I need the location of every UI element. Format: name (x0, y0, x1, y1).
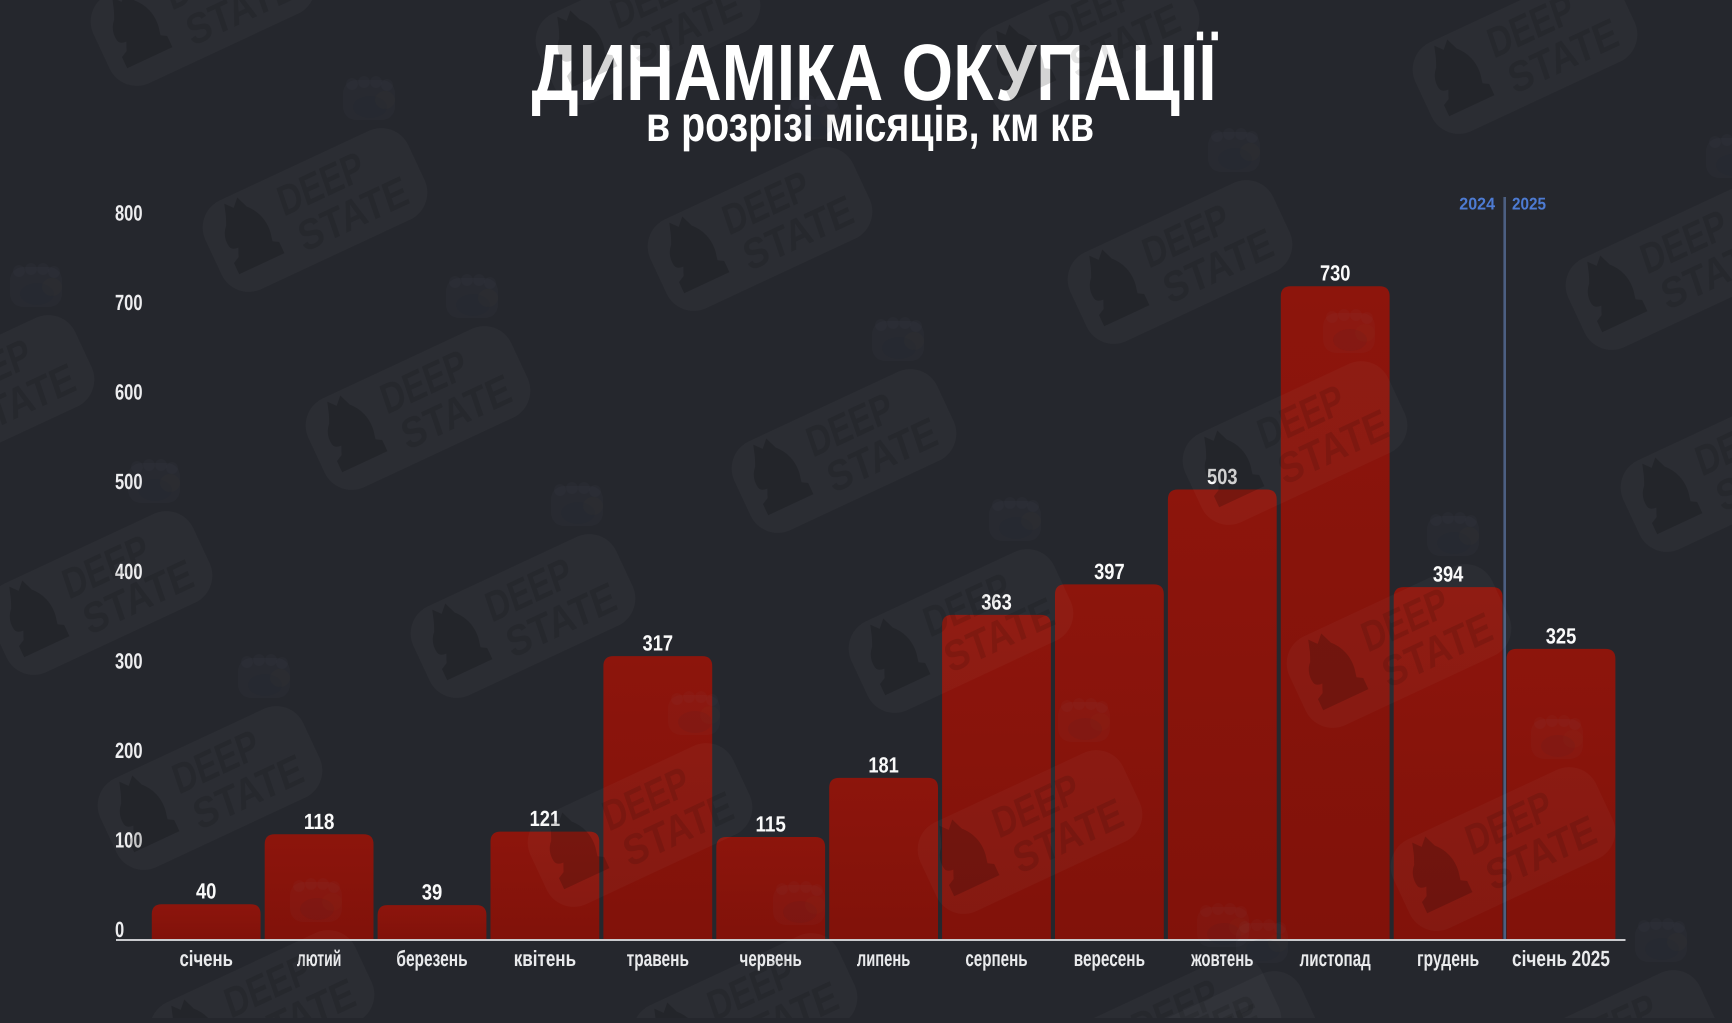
svg-text:травень: травень (627, 946, 689, 971)
svg-text:2024: 2024 (1459, 195, 1495, 214)
svg-text:300: 300 (115, 648, 143, 673)
svg-text:115: 115 (755, 812, 786, 837)
svg-text:317: 317 (643, 631, 674, 656)
svg-text:березень: березень (396, 946, 467, 971)
svg-text:вересень: вересень (1074, 946, 1145, 971)
svg-text:397: 397 (1094, 559, 1125, 584)
svg-text:грудень: грудень (1417, 946, 1479, 971)
svg-text:118: 118 (304, 809, 335, 834)
svg-text:200: 200 (115, 738, 143, 763)
svg-text:квітень: квітень (514, 946, 576, 971)
svg-text:липень: липень (857, 946, 910, 971)
svg-text:0: 0 (115, 917, 124, 942)
svg-text:730: 730 (1320, 261, 1351, 286)
svg-text:39: 39 (422, 880, 443, 905)
svg-text:800: 800 (115, 201, 143, 226)
svg-text:2025: 2025 (1512, 195, 1546, 214)
svg-text:700: 700 (115, 290, 143, 315)
svg-text:січень 2025: січень 2025 (1512, 946, 1610, 971)
svg-text:листопад: листопад (1300, 946, 1371, 971)
svg-text:40: 40 (196, 879, 217, 904)
svg-text:181: 181 (868, 752, 899, 777)
svg-text:600: 600 (115, 380, 143, 405)
svg-text:січень: січень (180, 946, 233, 971)
svg-text:серпень: серпень (965, 946, 1027, 971)
svg-text:325: 325 (1546, 623, 1577, 648)
